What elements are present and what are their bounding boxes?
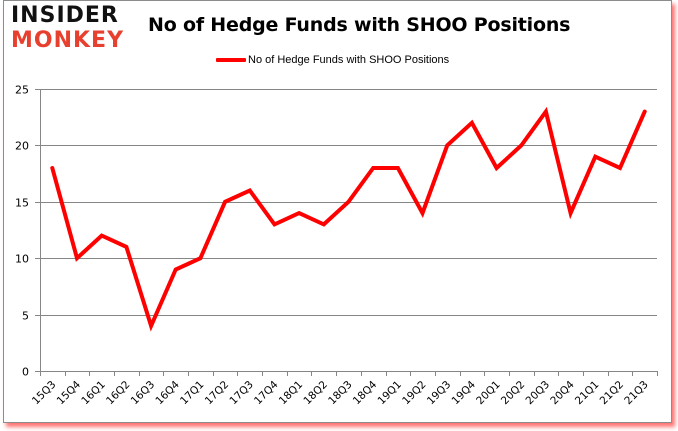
x-tick-label: 16Q4	[153, 378, 182, 407]
y-tick-label: 0	[22, 366, 29, 379]
x-tick-label: 17Q3	[227, 379, 256, 408]
x-tick-label: 17Q1	[178, 379, 207, 408]
x-tick-label: 19Q3	[425, 379, 454, 408]
x-tick-label: 20Q4	[548, 378, 577, 407]
x-tick-label: 16Q1	[79, 379, 108, 408]
y-tick-label: 20	[15, 140, 29, 153]
legend-label: No of Hedge Funds with SHOO Positions	[248, 54, 450, 66]
x-tick-label: 17Q2	[203, 379, 232, 408]
x-tick-label: 16Q2	[104, 379, 133, 408]
y-tick-label: 10	[15, 253, 29, 266]
x-tick-label: 15Q3	[30, 379, 59, 408]
x-tick-label: 20Q1	[474, 379, 503, 408]
chart-legend: No of Hedge Funds with SHOO Positions	[216, 54, 449, 66]
x-tick-label: 21Q2	[598, 379, 627, 408]
y-axis: 0 5 10 15 20 25	[15, 84, 41, 379]
x-tick-label: 18Q3	[326, 379, 355, 408]
y-tick-label: 5	[22, 310, 29, 323]
x-tick-label: 19Q1	[375, 379, 404, 408]
x-tick-label: 18Q1	[277, 379, 306, 408]
gridlines	[35, 89, 657, 372]
x-tick-label: 21Q3	[622, 379, 651, 408]
x-tick-label: 18Q4	[351, 378, 380, 407]
x-tick-label: 20Q3	[524, 379, 553, 408]
x-tick-label: 18Q2	[301, 379, 330, 408]
x-tick-label: 15Q4	[55, 378, 84, 407]
x-axis: 15Q315Q416Q116Q216Q316Q417Q117Q217Q317Q4…	[30, 371, 658, 407]
logo-line-1: INSIDER	[11, 3, 119, 28]
x-tick-label: 19Q2	[400, 379, 429, 408]
chart-title: No of Hedge Funds with SHOO Positions	[148, 14, 571, 36]
series-line	[50, 106, 647, 332]
x-tick-label: 17Q4	[252, 378, 281, 407]
x-tick-label: 21Q1	[573, 379, 602, 408]
y-tick-label: 25	[15, 84, 29, 97]
x-tick-label: 19Q4	[450, 378, 479, 407]
x-tick-label: 16Q3	[129, 379, 158, 408]
legend-line-swatch	[216, 58, 246, 62]
x-tick-label: 20Q2	[499, 379, 528, 408]
logo-line-2: MONKEY	[11, 28, 125, 53]
insider-monkey-logo: INSIDER MONKEY	[11, 4, 127, 56]
y-tick-label: 15	[15, 197, 29, 210]
